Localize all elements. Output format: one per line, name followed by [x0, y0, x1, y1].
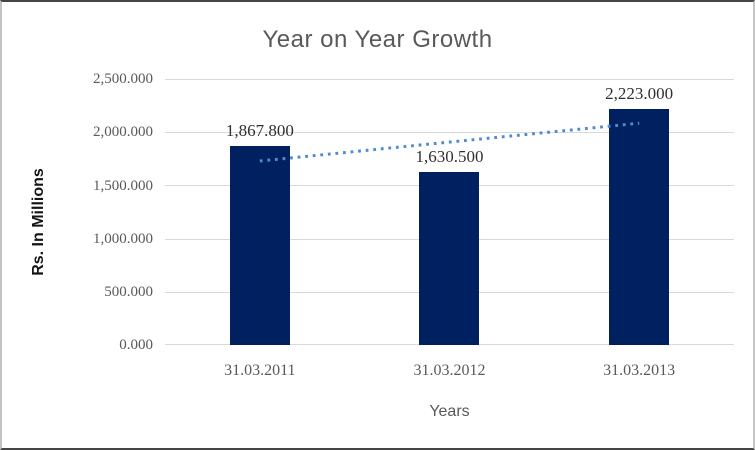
x-tick-label: 31.03.2011 [224, 362, 296, 379]
bar-2013 [609, 108, 670, 345]
y-tick-label: 0.000 [119, 337, 153, 353]
x-axis-title: Years [429, 403, 470, 420]
gridline [165, 79, 734, 80]
bar-group-2012: 1,630.500 [355, 79, 545, 345]
y-tick-label: 1,500.000 [93, 178, 153, 194]
y-tick-label: 500.000 [104, 284, 153, 300]
y-tick-label: 2,500.000 [93, 71, 153, 87]
x-axis-ticks: 31.03.2011 31.03.2012 31.03.2013 [165, 362, 734, 380]
plot-area: 1,867.800 1,630.500 2,223.000 [165, 79, 734, 345]
data-label: 1,867.800 [225, 121, 294, 141]
bar-2011 [229, 146, 290, 345]
bar-2012 [419, 171, 480, 345]
y-tick-label: 2,000.000 [93, 124, 153, 140]
x-tick-label: 31.03.2013 [603, 362, 676, 379]
bar-group-2011: 1,867.800 [165, 79, 355, 345]
bar-group-2013: 2,223.000 [544, 79, 734, 345]
data-label: 1,630.500 [415, 146, 484, 166]
chart-title: Year on Year Growth [262, 26, 493, 53]
x-tick-label: 31.03.2012 [413, 362, 486, 379]
y-tick-label: 1,000.000 [93, 231, 153, 247]
data-label: 2,223.000 [605, 83, 674, 103]
